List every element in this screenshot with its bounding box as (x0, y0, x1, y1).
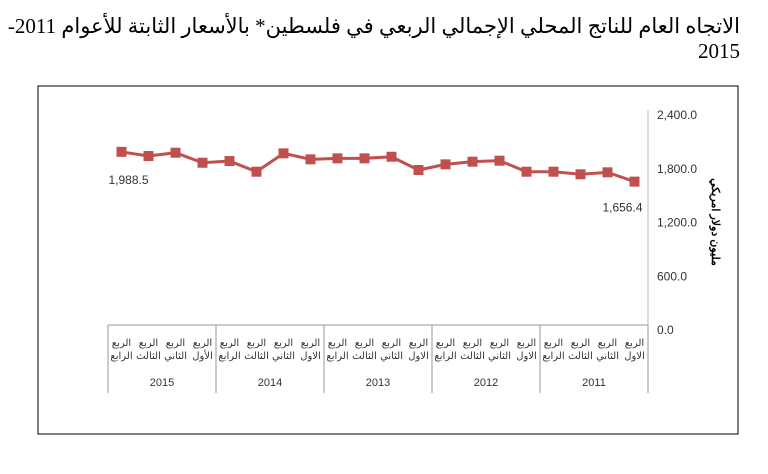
data-label-first: 1,656.4 (602, 201, 642, 215)
quarter-label: الربع (139, 338, 158, 349)
quarter-label: الربع (382, 338, 401, 349)
data-label-last: 1,988.5 (109, 173, 149, 187)
data-point (629, 176, 640, 187)
data-point (170, 147, 181, 158)
quarter-label: الربع (220, 338, 239, 349)
data-point (602, 167, 613, 178)
quarter-label: الثالث (568, 351, 593, 362)
quarter-label: الربع (328, 338, 347, 349)
data-point (278, 148, 289, 159)
quarter-label: الأول (192, 349, 213, 362)
y-axis-label: مليون دولار امريكي (708, 178, 721, 266)
data-point (224, 156, 235, 167)
quarter-label: الربع (571, 338, 590, 349)
y-tick-label: 1,800.0 (657, 162, 697, 176)
year-label: 2015 (150, 377, 174, 389)
quarter-label: الرابع (434, 351, 456, 362)
quarter-label: الثاني (380, 351, 403, 362)
data-point (548, 166, 559, 177)
year-label: 2014 (258, 377, 282, 389)
data-point (386, 151, 397, 162)
data-point (521, 166, 532, 177)
quarter-label: الثاني (164, 351, 187, 362)
quarter-label: الرابع (110, 351, 132, 362)
y-tick-label: 1,200.0 (657, 216, 697, 230)
data-point (359, 153, 370, 164)
quarter-label: الاول (300, 351, 321, 362)
y-tick-label: 600.0 (657, 269, 687, 283)
quarter-label: الرابع (542, 351, 564, 362)
quarter-label: الثاني (272, 351, 295, 362)
quarter-label: الربع (193, 338, 212, 349)
data-point (197, 157, 208, 168)
quarter-label: الربع (463, 338, 482, 349)
quarter-label: الرابع (218, 351, 240, 362)
year-label: 2012 (474, 377, 498, 389)
chart-frame (37, 85, 739, 435)
quarter-label: الربع (247, 338, 266, 349)
quarter-label: الثالث (244, 351, 269, 362)
quarter-label: الثالث (352, 351, 377, 362)
quarter-label: الربع (112, 338, 131, 349)
quarter-label: الثاني (488, 351, 511, 362)
quarter-label: الربع (517, 338, 536, 349)
quarter-label: الربع (436, 338, 455, 349)
data-point (413, 165, 424, 176)
quarter-label: الربع (301, 338, 320, 349)
data-point (332, 153, 343, 164)
year-label: 2011 (582, 377, 606, 389)
quarter-label: الاول (408, 351, 429, 362)
data-point (116, 146, 127, 157)
quarter-label: الاول (624, 351, 645, 362)
quarter-label: الربع (409, 338, 428, 349)
data-point (143, 151, 154, 162)
data-point (440, 159, 451, 170)
data-point (305, 154, 316, 165)
data-point (251, 166, 262, 177)
quarter-label: الربع (355, 338, 374, 349)
quarter-label: الربع (544, 338, 563, 349)
quarter-label: الثالث (460, 351, 485, 362)
quarter-label: الثاني (596, 351, 619, 362)
data-point (467, 156, 478, 167)
y-tick-label: 2,400.0 (657, 108, 697, 122)
y-tick-label: 0.0 (657, 323, 674, 337)
data-point (575, 169, 586, 180)
chart-title: الاتجاه العام للناتج المحلي الإجمالي الر… (7, 14, 740, 63)
data-point (494, 155, 505, 166)
quarter-label: الربع (625, 338, 644, 349)
quarter-label: الربع (598, 338, 617, 349)
year-label: 2013 (366, 377, 390, 389)
quarter-label: الرابع (326, 351, 348, 362)
quarter-label: الثالث (136, 351, 161, 362)
quarter-label: الربع (166, 338, 185, 349)
quarter-label: الربع (490, 338, 509, 349)
quarter-label: الربع (274, 338, 293, 349)
quarter-label: الاول (516, 351, 537, 362)
